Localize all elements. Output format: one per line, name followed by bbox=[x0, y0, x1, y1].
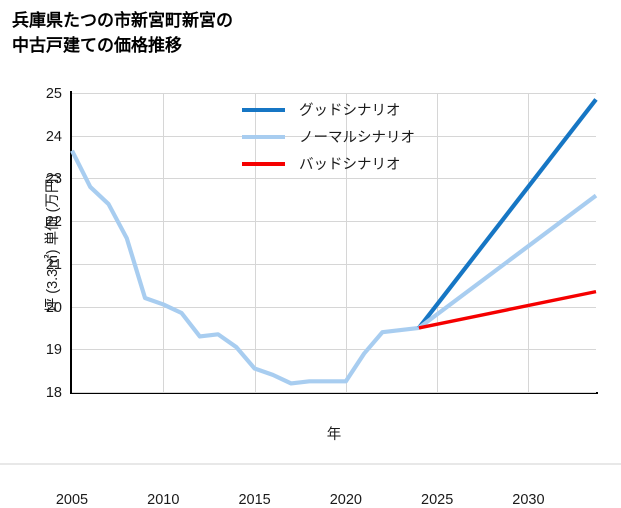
series-line bbox=[417, 98, 598, 330]
gridline-horizontal bbox=[72, 306, 596, 308]
gridline-vertical bbox=[437, 93, 439, 392]
y-axis-line bbox=[70, 91, 72, 394]
gridline-vertical bbox=[345, 93, 347, 392]
gridline-horizontal bbox=[72, 93, 596, 94]
y-tick-label: 23 bbox=[45, 171, 62, 188]
x-axis-line bbox=[70, 392, 598, 394]
y-tick-label: 22 bbox=[45, 214, 62, 231]
y-tick-label: 24 bbox=[45, 128, 62, 145]
chart-legend: グッドシナリオ ノーマルシナリオ バッドシナリオ bbox=[242, 96, 472, 177]
gridline-vertical bbox=[254, 93, 256, 392]
y-tick-label: 21 bbox=[45, 256, 62, 273]
y-tick-label: 20 bbox=[45, 299, 62, 316]
gridline-horizontal bbox=[72, 349, 596, 351]
y-tick-label: 25 bbox=[45, 86, 62, 102]
series-lines bbox=[70, 98, 598, 386]
chart-root: 兵庫県たつの市新宮町新宮の 中古戸建ての価格推移 坪 (3.3㎡) 単価 (万円… bbox=[0, 11, 621, 508]
series-line bbox=[70, 149, 420, 386]
gridline-horizontal bbox=[72, 135, 596, 137]
legend-swatch-icon bbox=[242, 161, 285, 166]
legend-swatch-icon bbox=[242, 107, 285, 112]
chart-title: 兵庫県たつの市新宮町新宮の 中古戸建ての価格推移 bbox=[12, 11, 233, 55]
gridline-horizontal bbox=[72, 392, 596, 393]
x-tick-label: 2015 bbox=[238, 492, 271, 508]
x-tick-label: 2005 bbox=[55, 492, 89, 508]
y-tick-label: 18 bbox=[45, 385, 62, 401]
legend-item[interactable]: グッドシナリオ bbox=[242, 96, 472, 123]
x-axis-title: 年 bbox=[326, 427, 342, 443]
gridline-horizontal bbox=[72, 221, 596, 223]
gridline-vertical bbox=[163, 93, 165, 392]
series-line bbox=[417, 193, 598, 330]
gridline-horizontal bbox=[72, 178, 596, 180]
legend-label: グッドシナリオ bbox=[299, 103, 401, 119]
legend-item[interactable]: ノーマルシナリオ bbox=[242, 123, 472, 150]
legend-swatch-icon bbox=[242, 134, 285, 139]
gridline-vertical bbox=[528, 93, 530, 392]
x-tick-label: 2025 bbox=[421, 492, 454, 508]
x-tick-label: 2030 bbox=[512, 492, 545, 508]
legend-item[interactable]: バッドシナリオ bbox=[242, 150, 472, 177]
x-tick-label: 2010 bbox=[147, 492, 180, 508]
legend-label: バッドシナリオ bbox=[299, 157, 401, 173]
gridline-horizontal bbox=[72, 263, 596, 265]
series-line bbox=[418, 289, 597, 330]
legend-label: ノーマルシナリオ bbox=[299, 130, 415, 146]
y-axis-title: 坪 (3.3㎡) 単価 (万円) bbox=[44, 173, 61, 312]
x-tick-label: 2020 bbox=[329, 492, 362, 508]
y-tick-label: 19 bbox=[45, 342, 62, 359]
